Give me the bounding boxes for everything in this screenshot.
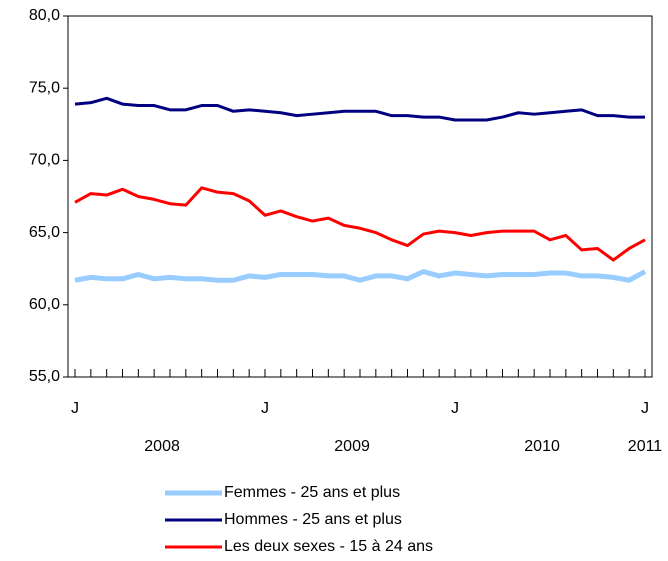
y-tick-label: 70,0: [29, 152, 60, 169]
year-label: 2009: [334, 438, 370, 455]
year-label: 2008: [144, 438, 180, 455]
y-tick-label: 55,0: [29, 368, 60, 385]
y-tick-label: 65,0: [29, 224, 60, 241]
plot-frame: [67, 15, 653, 378]
y-tick-label: 60,0: [29, 296, 60, 313]
year-label: 2010: [524, 438, 560, 455]
x-tick-label: J: [451, 400, 459, 417]
x-tick-label: J: [261, 400, 269, 417]
y-tick-label: 75,0: [29, 79, 60, 96]
legend-label: Femmes - 25 ans et plus: [224, 484, 400, 501]
series-line: [74, 96, 645, 122]
year-label: 2011: [628, 438, 663, 455]
y-tick-label: 80,0: [29, 7, 60, 24]
legend-label: Hommes - 25 ans et plus: [224, 511, 402, 528]
series-line: [74, 186, 646, 262]
legend-label: Les deux sexes - 15 à 24 ans: [224, 538, 433, 555]
x-tick-label: J: [71, 400, 79, 417]
x-tick-label: J: [641, 400, 649, 417]
series-line: [74, 269, 647, 283]
